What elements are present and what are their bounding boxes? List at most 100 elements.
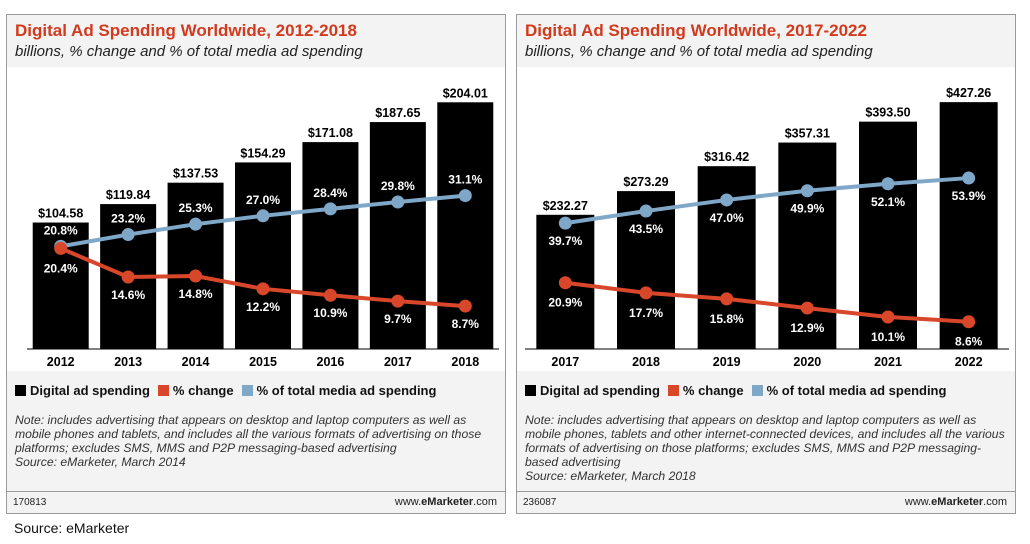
legend-swatch-share	[241, 385, 253, 396]
legend-label: % of total media ad spending	[256, 383, 437, 398]
brand-url: www.eMarketer.com	[395, 496, 497, 508]
brand-suffix: .com	[983, 496, 1007, 508]
share-point	[800, 184, 814, 198]
bar-value-label: $232.27	[543, 199, 588, 213]
legend: Digital ad spending % change % of total …	[525, 383, 954, 398]
bar-value-label: $119.84	[106, 188, 151, 202]
change-point	[962, 315, 976, 329]
bar-value-label: $137.53	[173, 167, 218, 181]
bar-value-label: $104.58	[38, 207, 83, 221]
change-value-label: 8.6%	[955, 335, 983, 349]
share-point	[458, 189, 472, 203]
share-point	[121, 228, 135, 242]
image-source-caption: Source: eMarketer	[14, 520, 130, 536]
x-tick-label: 2012	[47, 355, 75, 369]
legend-swatch-change	[667, 385, 679, 396]
x-tick-label: 2022	[955, 355, 983, 369]
legend-label: % of total media ad spending	[766, 383, 947, 398]
share-value-label: 47.0%	[710, 211, 744, 225]
share-value-label: 52.1%	[871, 195, 905, 209]
chart-title: Digital Ad Spending Worldwide, 2017-2022	[525, 21, 867, 40]
note-text: Note: includes advertising that appears …	[15, 413, 482, 455]
legend-item-change: % change	[157, 383, 234, 398]
note-text: Note: includes advertising that appears …	[525, 413, 1005, 469]
legend-swatch-spending	[525, 385, 536, 396]
share-point	[962, 171, 976, 185]
legend-label: Digital ad spending	[30, 383, 150, 398]
share-value-label: 39.7%	[548, 234, 582, 248]
x-tick-label: 2020	[793, 355, 821, 369]
change-point	[54, 241, 68, 255]
share-value-label: 53.9%	[952, 189, 986, 203]
legend-swatch-spending	[15, 385, 26, 396]
brand-suffix: .com	[473, 496, 497, 508]
share-point	[256, 209, 270, 223]
change-value-label: 10.9%	[313, 306, 347, 320]
brand-url: www.eMarketer.com	[905, 496, 1007, 508]
bar	[302, 142, 359, 349]
legend-item-share: % of total media ad spending	[241, 383, 437, 398]
chart-svg: $104.58 $119.84 $137.53 $154.29 $171.08 $187.…	[27, 86, 499, 369]
chart-subtitle: billions, % change and % of total media …	[15, 43, 363, 60]
share-point	[189, 217, 203, 231]
share-point	[558, 216, 572, 230]
chart-code: 236087	[523, 497, 557, 508]
change-value-label: 20.4%	[44, 261, 78, 275]
share-line	[565, 176, 969, 226]
bar-value-label: $171.08	[308, 126, 353, 140]
bar-value-label: $357.31	[785, 127, 830, 141]
share-value-label: 43.5%	[629, 222, 663, 236]
x-tick-label: 2013	[114, 355, 142, 369]
change-point	[256, 282, 270, 296]
change-point	[121, 270, 135, 284]
legend-item-spending: Digital ad spending	[525, 383, 660, 398]
bar-value-label: $273.29	[623, 175, 668, 189]
x-tick-label: 2016	[317, 355, 345, 369]
note-source: Source: eMarketer, March 2018	[525, 469, 696, 483]
change-value-label: 9.7%	[384, 312, 412, 326]
chart-footer: 236087 www.eMarketer.com	[517, 491, 1015, 513]
brand-prefix: www.	[394, 496, 422, 508]
x-tick-label: 2015	[249, 355, 277, 369]
bar-value-label: $187.65	[375, 106, 420, 120]
share-value-label: 20.8%	[44, 223, 78, 237]
chart-note: Note: includes advertising that appears …	[15, 413, 501, 469]
chart-subtitle: billions, % change and % of total media …	[525, 43, 873, 60]
share-point	[639, 204, 653, 218]
x-tick-label: 2017	[384, 355, 412, 369]
bar	[778, 142, 837, 349]
share-value-label: 29.8%	[381, 179, 415, 193]
change-point	[391, 294, 405, 308]
bar-value-label: $204.01	[443, 86, 488, 100]
change-point	[639, 286, 653, 300]
chart-panel-2017-2022: Digital Ad Spending Worldwide, 2017-2022…	[516, 14, 1016, 514]
share-value-label: 28.4%	[313, 186, 347, 200]
chart-area: $104.58 $119.84 $137.53 $154.29 $171.08 $187.…	[7, 67, 505, 371]
change-value-label: 8.7%	[452, 317, 480, 331]
legend-item-spending: Digital ad spending	[15, 383, 150, 398]
bar-value-label: $316.42	[704, 150, 749, 164]
brand-name: eMarketer	[931, 496, 984, 508]
change-value-label: 14.8%	[179, 287, 213, 301]
bar	[369, 122, 426, 349]
legend: Digital ad spending % change % of total …	[15, 383, 444, 398]
brand-prefix: www.	[904, 496, 932, 508]
chart-note: Note: includes advertising that appears …	[525, 413, 1011, 483]
bar	[167, 182, 224, 349]
share-point	[391, 195, 405, 209]
change-value-label: 14.6%	[111, 288, 145, 302]
chart-title: Digital Ad Spending Worldwide, 2012-2018	[15, 21, 357, 40]
change-point	[720, 292, 734, 306]
change-point	[558, 276, 572, 290]
x-tick-label: 2018	[632, 355, 660, 369]
legend-label: % change	[172, 383, 234, 398]
x-tick-label: 2019	[713, 355, 741, 369]
bar-value-label: $154.29	[240, 146, 285, 160]
x-tick-label: 2021	[874, 355, 902, 369]
legend-item-change: % change	[667, 383, 744, 398]
change-value-label: 17.7%	[629, 306, 663, 320]
x-tick-label: 2018	[451, 355, 479, 369]
share-value-label: 49.9%	[790, 202, 824, 216]
share-point	[720, 193, 734, 207]
share-point	[881, 177, 895, 191]
